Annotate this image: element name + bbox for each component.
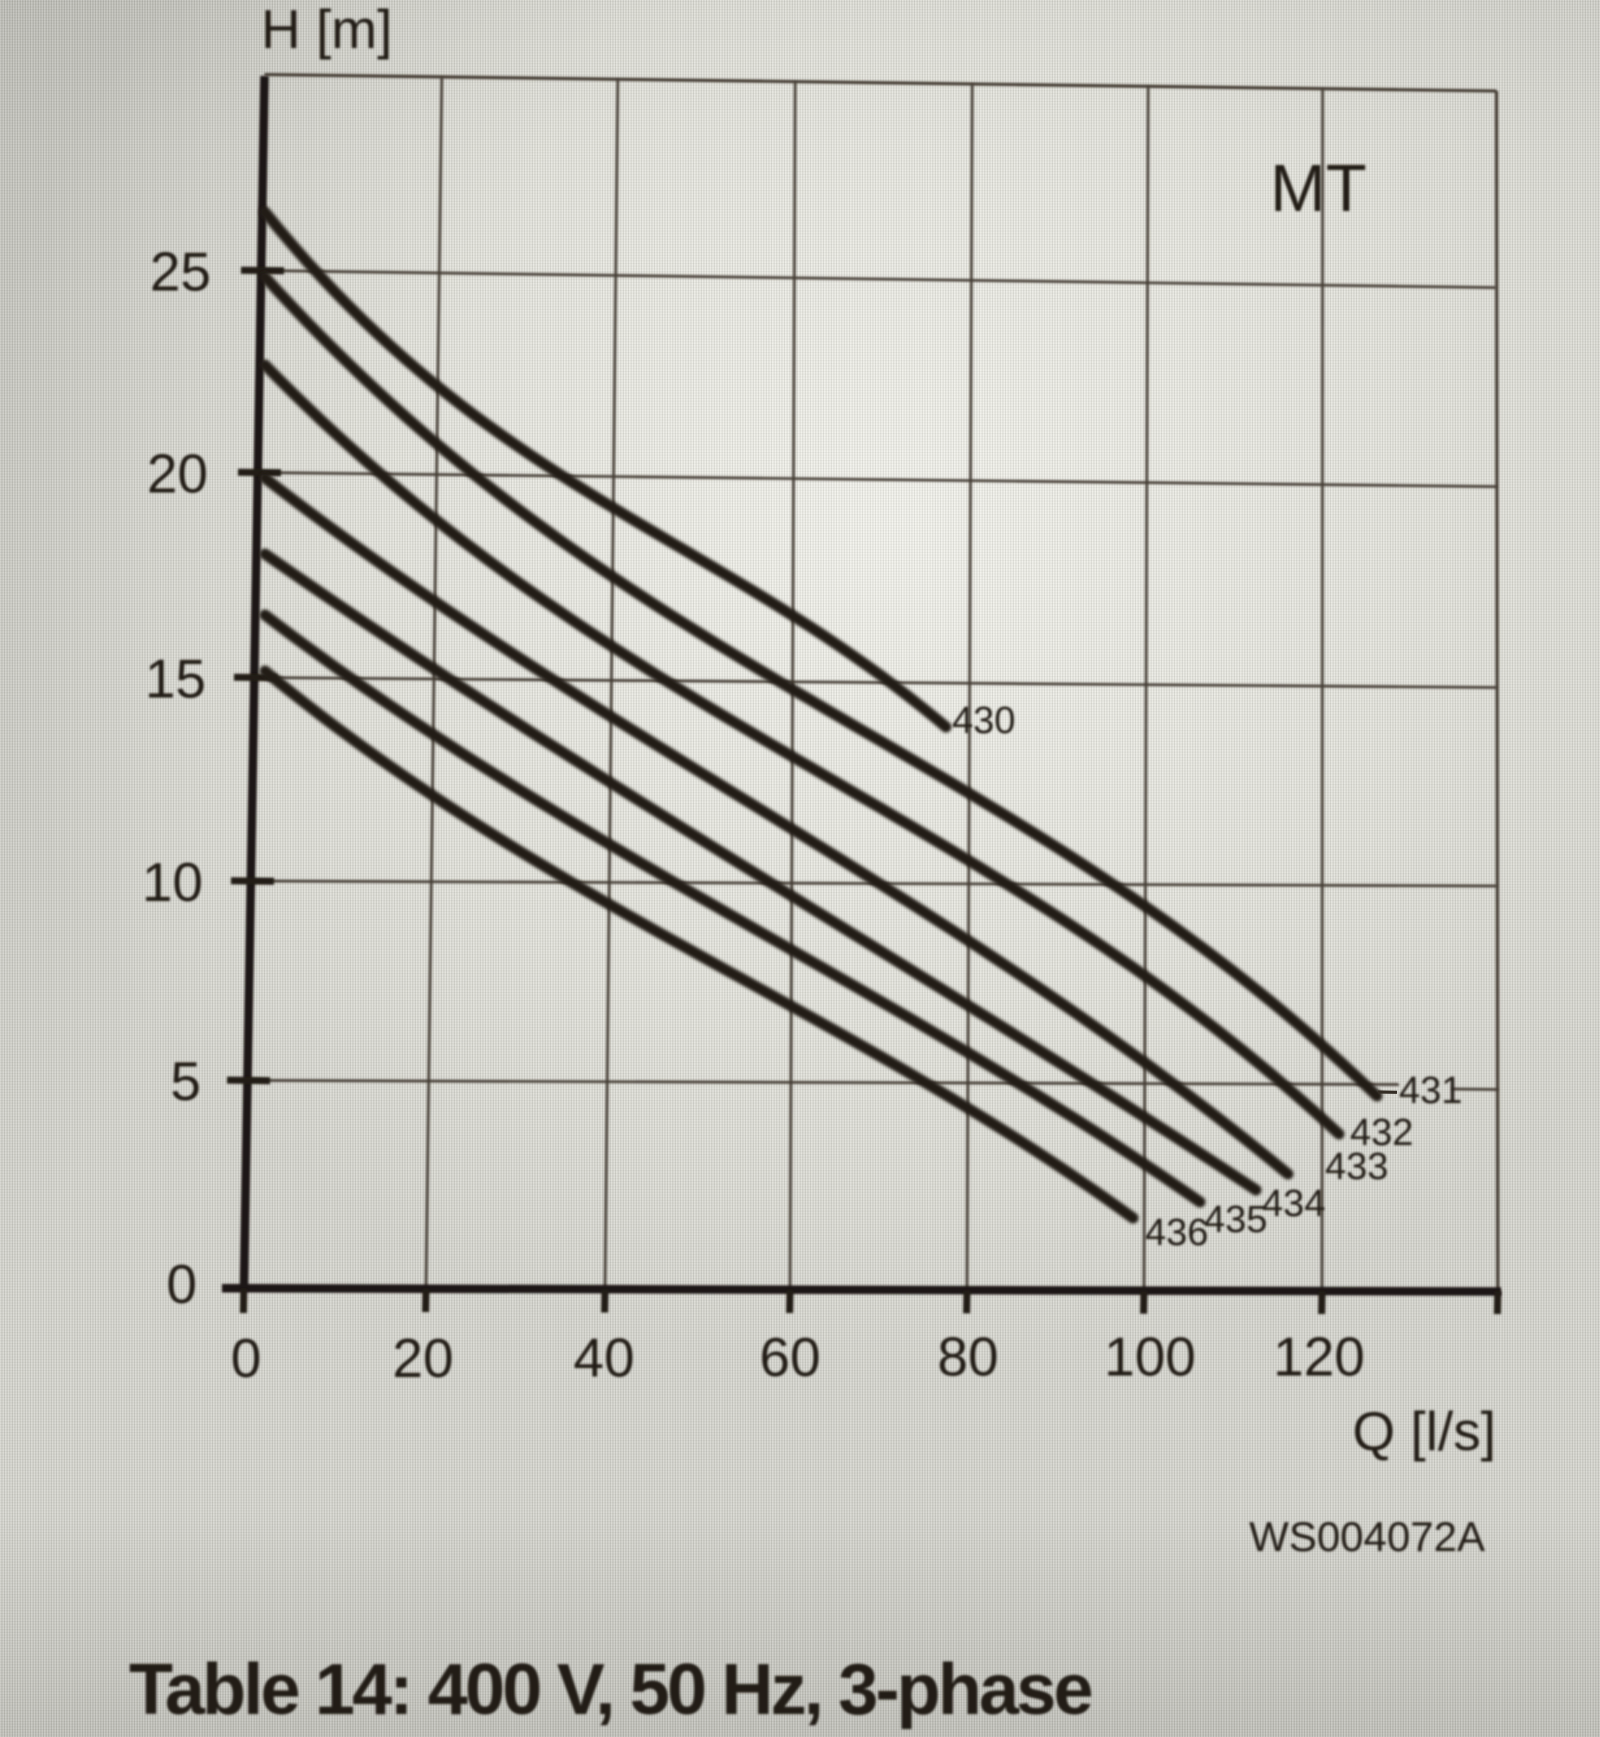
svg-text:20: 20 <box>147 443 208 505</box>
svg-text:0: 0 <box>231 1327 262 1389</box>
svg-text:433: 433 <box>1325 1146 1388 1188</box>
svg-text:436: 436 <box>1145 1212 1208 1254</box>
svg-text:434: 434 <box>1262 1183 1325 1225</box>
svg-text:435: 435 <box>1204 1199 1267 1241</box>
svg-text:MT: MT <box>1270 151 1367 226</box>
svg-text:Q [l/s]: Q [l/s] <box>1352 1400 1496 1462</box>
svg-text:15: 15 <box>145 648 206 710</box>
svg-text:100: 100 <box>1104 1326 1196 1388</box>
svg-text:432: 432 <box>1350 1112 1413 1154</box>
svg-text:20: 20 <box>392 1327 453 1389</box>
svg-text:430: 430 <box>952 700 1015 742</box>
svg-text:WS004072A: WS004072A <box>1249 1513 1485 1560</box>
svg-text:40: 40 <box>573 1327 634 1389</box>
svg-text:431: 431 <box>1399 1070 1462 1112</box>
svg-text:25: 25 <box>150 241 211 303</box>
svg-text:80: 80 <box>937 1326 998 1388</box>
svg-text:H [m]: H [m] <box>261 0 392 60</box>
svg-text:0: 0 <box>166 1253 197 1315</box>
svg-text:5: 5 <box>170 1050 201 1112</box>
svg-text:60: 60 <box>759 1326 820 1388</box>
svg-text:Table 14: 400 V, 50 Hz, 3-phas: Table 14: 400 V, 50 Hz, 3-phase <box>129 1650 1091 1730</box>
svg-text:120: 120 <box>1273 1326 1365 1388</box>
svg-text:10: 10 <box>142 851 203 913</box>
